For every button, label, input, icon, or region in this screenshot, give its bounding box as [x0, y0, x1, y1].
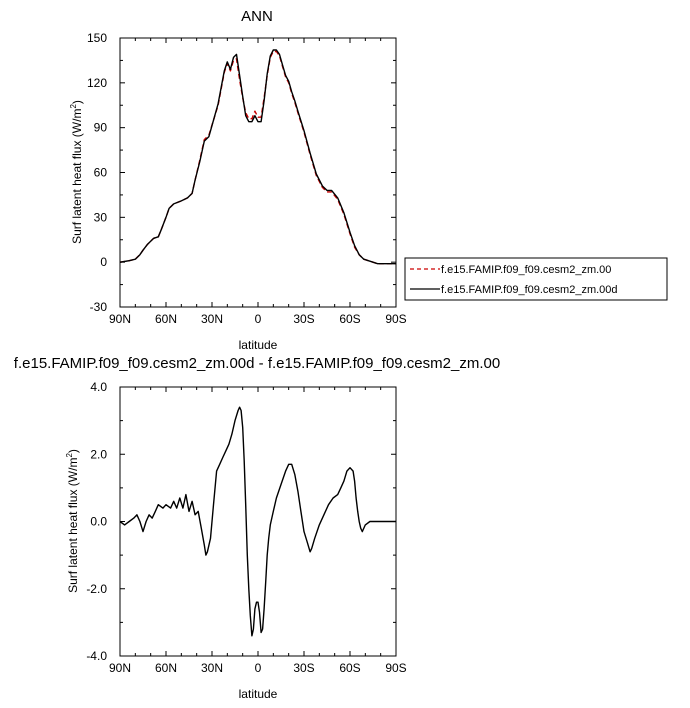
x-tick-label: 30S	[293, 661, 314, 675]
bottom-chart-y-label-sup: 2	[65, 453, 74, 458]
y-tick-label: 60	[94, 166, 108, 180]
bottom-chart-ticks: 90N 60N 30N 0 30S 60S 90S -4.0 -2.0 0.0 2.0 4.0	[86, 380, 406, 675]
y-tick-label: 150	[87, 31, 107, 45]
x-tick-label: 90N	[109, 661, 131, 675]
top-chart-title: ANN	[241, 8, 273, 25]
x-tick-label: 30N	[201, 661, 223, 675]
bottom-chart-y-label: Surf latent heat flux (W/m2)	[65, 449, 80, 593]
x-tick-label: 60N	[155, 661, 177, 675]
legend-label-series-1: f.e15.FAMIP.f09_f09.cesm2_zm.00	[441, 264, 611, 276]
y-tick-label: 4.0	[90, 380, 107, 394]
legend-label-series-2: f.e15.FAMIP.f09_f09.cesm2_zm.00d	[441, 284, 618, 296]
bottom-chart-series	[119, 406, 396, 637]
top-chart-series	[119, 49, 396, 265]
top-chart-ticks: 90N 60N 30N 0 30S 60S 90S -30 0 30 60 90 120 150	[87, 31, 407, 326]
y-tick-label: -4.0	[86, 649, 107, 663]
x-tick-label: 60S	[339, 661, 360, 675]
bottom-chart-x-label: latitude	[239, 687, 278, 701]
top-chart-y-label-text: Surf latent heat flux (W/m	[70, 109, 84, 244]
top-chart: ANN 90N 60N 30N 0 30S 60S 90S-300306090120150 …	[69, 8, 668, 352]
top-chart-frame	[119, 37, 397, 308]
y-tick-label: 0.0	[90, 515, 107, 529]
series-line-1	[119, 406, 396, 637]
x-tick-label: 60S	[339, 312, 360, 326]
x-tick-label: 90N	[109, 312, 131, 326]
top-chart-y-label-close: )	[70, 100, 84, 104]
x-tick-label: 90S	[385, 312, 406, 326]
x-tick-label: 30S	[293, 312, 314, 326]
bottom-chart: f.e15.FAMIP.f09_f09.cesm2_zm.00d - f.e15…	[14, 355, 500, 701]
x-tick-label: 0	[255, 661, 262, 675]
bottom-chart-y-label-text: Surf latent heat flux (W/m	[66, 458, 80, 593]
x-tick-label: 60N	[155, 312, 177, 326]
top-chart-y-label-sup: 2	[69, 104, 78, 109]
bottom-chart-title: f.e15.FAMIP.f09_f09.cesm2_zm.00d - f.e15…	[14, 355, 500, 372]
y-tick-label: 90	[94, 121, 108, 135]
x-tick-label: 30N	[201, 312, 223, 326]
series-line-2	[119, 49, 396, 265]
y-tick-label: 120	[87, 76, 107, 90]
y-tick-label: -2.0	[86, 582, 107, 596]
legend-box	[404, 257, 668, 301]
legend: f.e15.FAMIP.f09_f09.cesm2_zm.00 f.e15.FA…	[404, 257, 668, 301]
bottom-chart-y-label-close: )	[66, 449, 80, 453]
y-tick-label: -30	[90, 300, 108, 314]
y-tick-label: 2.0	[90, 447, 107, 461]
y-tick-label: 30	[94, 210, 108, 224]
series-line-1	[119, 50, 396, 265]
y-tick-label: 0	[100, 255, 107, 269]
bottom-chart-frame	[119, 386, 397, 657]
x-tick-label: 90S	[385, 661, 406, 675]
top-chart-y-label: Surf latent heat flux (W/m2)	[69, 100, 84, 244]
top-chart-x-label: latitude	[239, 338, 278, 352]
x-tick-label: 0	[255, 312, 262, 326]
